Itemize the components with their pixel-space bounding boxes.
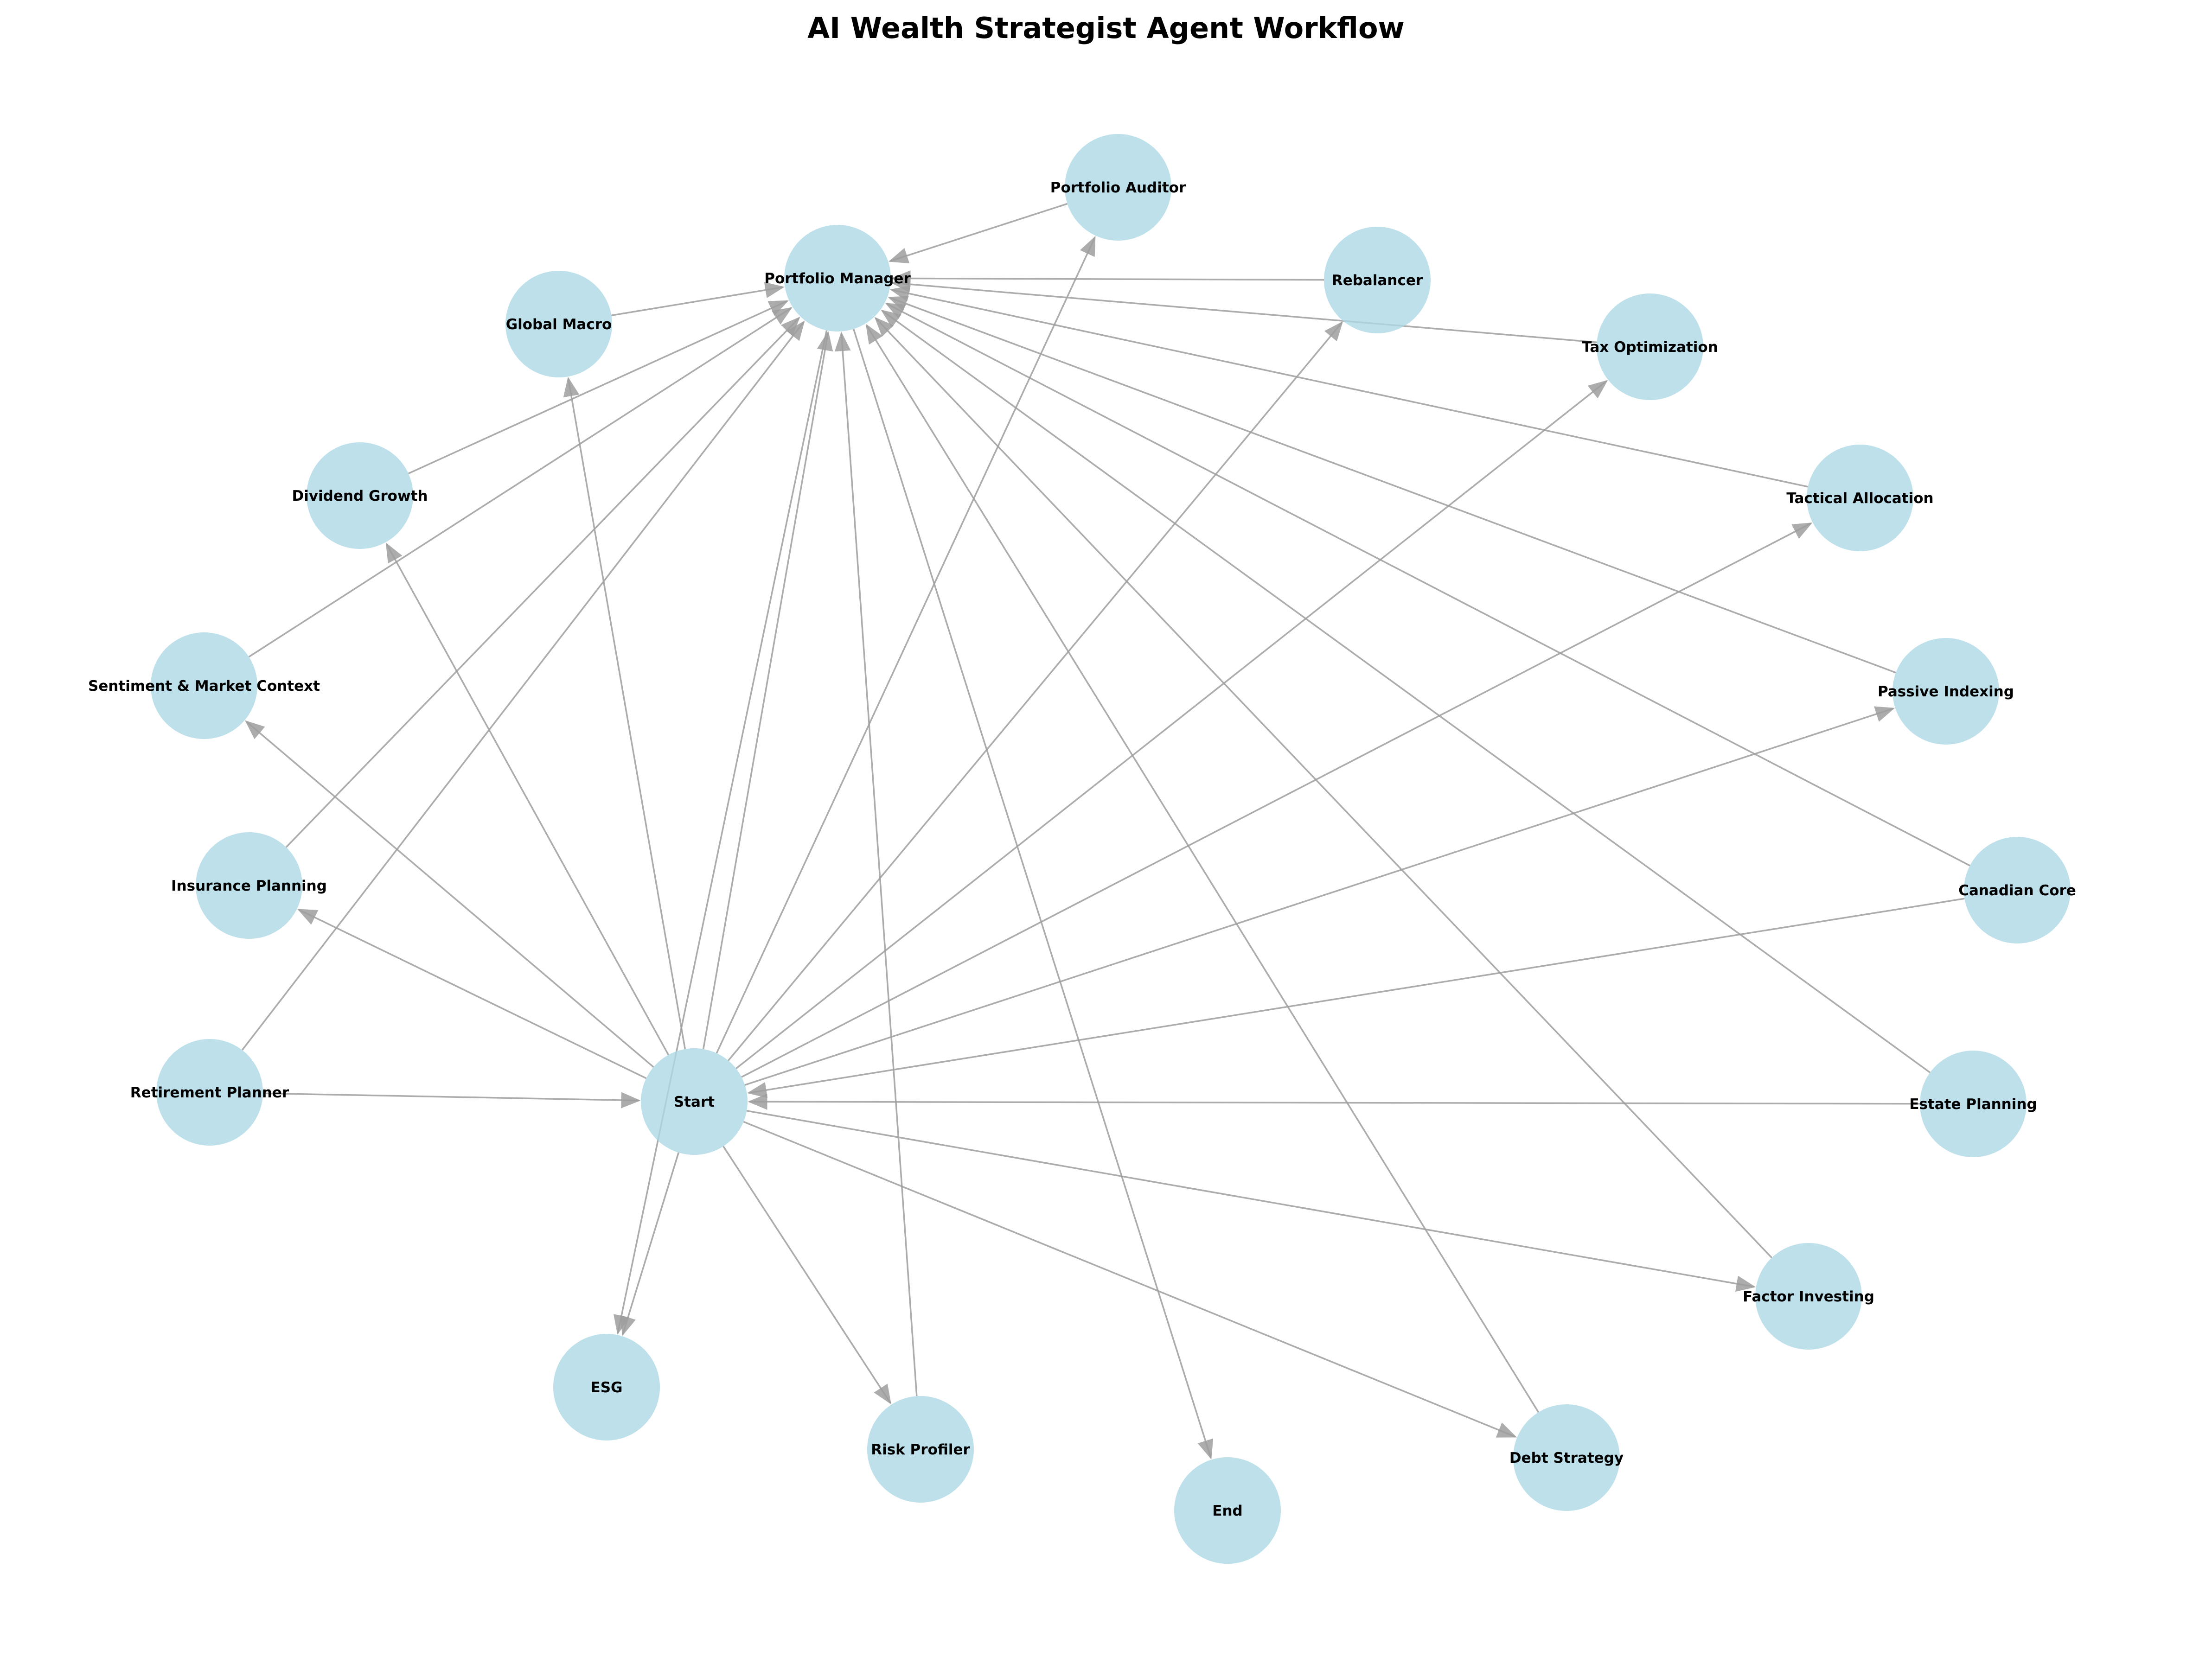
node-circle-tactical-allocation xyxy=(1807,445,1913,551)
node-circle-retirement-planner xyxy=(156,1039,263,1146)
node-circle-passive-indexing xyxy=(1892,638,1999,745)
node-circle-portfolio-manager xyxy=(784,225,891,331)
node-portfolio-auditor: Portfolio Auditor xyxy=(1050,134,1186,241)
edge-portfolio-manager-to-esg xyxy=(613,330,828,1335)
edge-portfolio-manager-to-end xyxy=(853,329,1214,1459)
edge-start-to-insurance-planning xyxy=(297,909,647,1079)
edge-canadian-core-to-portfolio-manager xyxy=(885,303,1970,867)
edge-portfolio-auditor-to-portfolio-manager xyxy=(888,203,1068,264)
edge-tactical-allocation-to-portfolio-manager xyxy=(889,285,1808,488)
node-circle-sentiment xyxy=(151,632,257,739)
node-sentiment: Sentiment & Market Context xyxy=(88,632,320,739)
node-label-portfolio-manager: Portfolio Manager xyxy=(764,270,911,287)
edge-retirement-planner-to-portfolio-manager xyxy=(241,320,805,1051)
node-esg: ESG xyxy=(553,1334,660,1440)
edge-rebalancer-to-portfolio-manager xyxy=(891,270,1324,287)
node-circle-portfolio-auditor xyxy=(1065,134,1171,241)
edge-insurance-planning-to-portfolio-manager xyxy=(285,316,800,848)
node-label-estate-planning: Estate Planning xyxy=(1909,1096,2037,1113)
edge-start-to-global-macro xyxy=(563,376,686,1050)
edge-start-to-esg xyxy=(620,1152,679,1336)
node-label-canadian-core: Canadian Core xyxy=(1958,882,2076,899)
nodes-layer: Start Portfolio Manager Portfolio Auditor R… xyxy=(88,134,2076,1564)
edge-passive-indexing-to-portfolio-manager xyxy=(888,296,1896,674)
node-rebalancer: Rebalancer xyxy=(1324,227,1431,333)
node-portfolio-manager: Portfolio Manager xyxy=(764,225,911,331)
node-passive-indexing: Passive Indexing xyxy=(1878,638,2014,745)
node-retirement-planner: Retirement Planner xyxy=(130,1039,289,1146)
node-label-insurance-planning: Insurance Planning xyxy=(171,878,327,894)
node-circle-tax-optimization xyxy=(1597,293,1703,400)
edge-start-to-dividend-growth xyxy=(385,542,669,1056)
node-canadian-core: Canadian Core xyxy=(1958,837,2076,943)
node-label-global-macro: Global Macro xyxy=(506,316,612,333)
node-label-factor-investing: Factor Investing xyxy=(1743,1288,1874,1305)
node-circle-canadian-core xyxy=(1964,837,2071,943)
node-risk-profiler: Risk Profiler xyxy=(867,1396,974,1503)
edge-retirement-planner-to-start xyxy=(262,1092,641,1109)
node-label-end: End xyxy=(1212,1503,1242,1519)
diagram-title: AI Wealth Strategist Agent Workflow xyxy=(807,11,1405,45)
edges-layer xyxy=(241,203,1970,1459)
edge-start-to-factor-investing xyxy=(746,1110,1756,1292)
node-label-tactical-allocation: Tactical Allocation xyxy=(1786,490,1933,507)
node-circle-rebalancer xyxy=(1324,227,1431,333)
edge-start-to-portfolio-auditor xyxy=(716,236,1096,1054)
node-insurance-planning: Insurance Planning xyxy=(171,832,327,939)
edge-tax-optimization-to-portfolio-manager xyxy=(891,276,1597,344)
node-circle-factor-investing xyxy=(1755,1243,1862,1350)
node-label-passive-indexing: Passive Indexing xyxy=(1878,683,2014,700)
edge-global-macro-to-portfolio-manager xyxy=(611,282,785,317)
node-circle-risk-profiler xyxy=(867,1396,974,1503)
edge-start-to-tactical-allocation xyxy=(741,523,1813,1078)
node-label-risk-profiler: Risk Profiler xyxy=(871,1441,970,1458)
node-circle-start xyxy=(641,1048,748,1155)
node-end: End xyxy=(1174,1457,1281,1564)
node-label-rebalancer: Rebalancer xyxy=(1332,272,1423,289)
node-tax-optimization: Tax Optimization xyxy=(1582,293,1718,400)
node-global-macro: Global Macro xyxy=(505,271,612,377)
node-label-retirement-planner: Retirement Planner xyxy=(130,1084,289,1101)
edge-debt-strategy-to-portfolio-manager xyxy=(865,324,1540,1413)
node-label-dividend-growth: Dividend Growth xyxy=(292,488,428,504)
edge-start-to-rebalancer xyxy=(728,321,1343,1061)
edge-start-to-sentiment xyxy=(245,720,654,1068)
node-circle-end xyxy=(1174,1457,1281,1564)
edge-start-to-passive-indexing xyxy=(744,706,1895,1086)
edge-risk-profiler-to-portfolio-manager xyxy=(834,331,918,1396)
node-debt-strategy: Debt Strategy xyxy=(1509,1404,1624,1511)
node-circle-debt-strategy xyxy=(1513,1404,1620,1511)
edge-canadian-core-to-start xyxy=(747,898,1965,1098)
node-label-portfolio-auditor: Portfolio Auditor xyxy=(1050,179,1186,196)
node-circle-dividend-growth xyxy=(307,442,413,549)
node-circle-esg xyxy=(553,1334,660,1440)
node-tactical-allocation: Tactical Allocation xyxy=(1786,445,1934,551)
node-estate-planning: Estate Planning xyxy=(1909,1051,2037,1157)
node-label-tax-optimization: Tax Optimization xyxy=(1582,339,1718,356)
node-dividend-growth: Dividend Growth xyxy=(292,442,428,549)
edge-start-to-debt-strategy xyxy=(743,1121,1517,1438)
edge-factor-investing-to-portfolio-manager xyxy=(874,317,1772,1258)
edge-start-to-portfolio-manager xyxy=(702,331,833,1050)
edge-start-to-risk-profiler xyxy=(722,1146,892,1405)
node-start: Start xyxy=(641,1048,748,1155)
edge-dividend-growth-to-portfolio-manager xyxy=(408,300,789,474)
edge-start-to-tax-optimization xyxy=(735,380,1608,1070)
node-circle-insurance-planning xyxy=(196,832,302,939)
node-label-sentiment: Sentiment & Market Context xyxy=(88,678,320,695)
edge-estate-planning-to-portfolio-manager xyxy=(881,309,1931,1073)
node-factor-investing: Factor Investing xyxy=(1743,1243,1874,1350)
node-label-esg: ESG xyxy=(591,1379,623,1396)
edge-sentiment-to-portfolio-manager xyxy=(248,307,793,658)
node-circle-global-macro xyxy=(505,271,612,377)
node-label-debt-strategy: Debt Strategy xyxy=(1509,1450,1624,1466)
node-label-start: Start xyxy=(674,1094,715,1110)
node-circle-estate-planning xyxy=(1920,1051,2027,1157)
edge-estate-planning-to-start xyxy=(748,1093,1920,1110)
